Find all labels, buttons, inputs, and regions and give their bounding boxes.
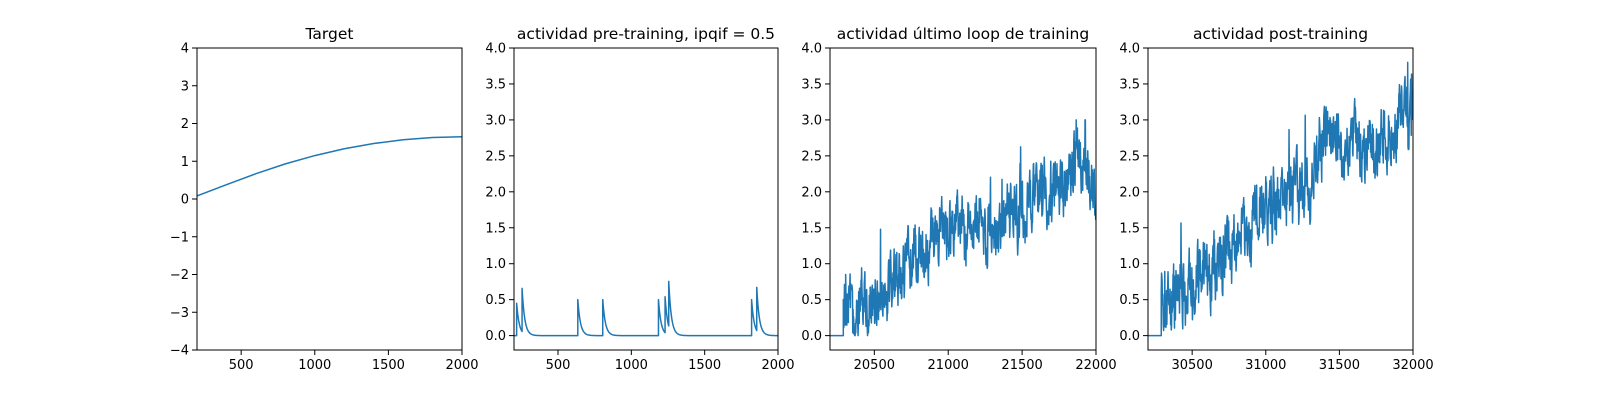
x-tick-label: 1500 — [372, 358, 405, 373]
y-tick-label: 1.0 — [485, 257, 506, 272]
y-tick-label: 0.5 — [1119, 293, 1140, 308]
plot-frame — [196, 47, 463, 351]
panel-post-training: actividad post-training 30500 31000 31500 3… — [1119, 25, 1433, 373]
panel-last-training-loop: actividad último loop de training 20500 2… — [801, 25, 1116, 373]
y-tick-label: 1.5 — [801, 221, 822, 236]
y-tick-label: −2 — [170, 268, 189, 283]
y-tick-label: 1.0 — [1119, 257, 1140, 272]
x-tick-label: 1500 — [688, 358, 721, 373]
y-tick-label: 0.0 — [485, 329, 506, 344]
x-tick-label: 32000 — [1392, 358, 1433, 373]
y-tick-label: 3.5 — [485, 77, 506, 92]
y-tick-label: 1.5 — [485, 221, 506, 236]
x-tick-label: 21500 — [1001, 358, 1042, 373]
x-tick-label: 20500 — [854, 358, 895, 373]
series-line — [830, 119, 1096, 337]
y-tick-label: 3.0 — [485, 113, 506, 128]
y-tick-label: 2.0 — [801, 185, 822, 200]
y-tick-label: 4.0 — [801, 42, 822, 57]
y-tick-label: 4.0 — [485, 42, 506, 57]
x-tick-label: 22000 — [1075, 358, 1116, 373]
plot-frame — [1147, 47, 1414, 351]
y-tick-label: −3 — [170, 306, 189, 321]
y-tick-label: −1 — [170, 230, 189, 245]
x-tick-label: 30500 — [1171, 358, 1212, 373]
y-tick-label: 0.5 — [801, 293, 822, 308]
y-tick-label: 0.0 — [801, 329, 822, 344]
series-line — [1148, 61, 1413, 337]
y-tick-label: 3.0 — [1119, 113, 1140, 128]
y-tick-label: 0.0 — [1119, 329, 1140, 344]
x-tick-label: 500 — [546, 358, 571, 373]
x-tick-label: 2000 — [445, 358, 478, 373]
x-tick-label: 31000 — [1245, 358, 1286, 373]
x-tick-label: 2000 — [761, 358, 794, 373]
x-tick-label: 1000 — [615, 358, 648, 373]
y-tick-label: 3.5 — [1119, 77, 1140, 92]
panel-target: Target 500 1000 1500 2000 −4 −3 −2 −1 0 1 2 3 4 — [170, 25, 479, 373]
y-tick-label: 4 — [181, 42, 189, 57]
y-tick-label: 1 — [181, 155, 189, 170]
y-tick-label: 2.5 — [1119, 149, 1140, 164]
y-tick-label: 1.0 — [801, 257, 822, 272]
y-tick-label: 2.0 — [1119, 185, 1140, 200]
y-tick-label: 3 — [181, 79, 189, 94]
y-tick-label: 2 — [181, 117, 189, 132]
y-tick-label: 2.5 — [485, 149, 506, 164]
panel-title: actividad pre-training, ipqif = 0.5 — [517, 25, 775, 43]
x-tick-label: 500 — [229, 358, 254, 373]
y-tick-label: 3.0 — [801, 113, 822, 128]
y-tick-label: 1.5 — [1119, 221, 1140, 236]
y-tick-label: 3.5 — [801, 77, 822, 92]
y-tick-label: 0 — [181, 193, 189, 208]
x-tick-label: 31500 — [1319, 358, 1360, 373]
x-tick-label: 21000 — [928, 358, 969, 373]
series-line — [514, 280, 778, 337]
panel-title: Target — [305, 25, 354, 43]
y-tick-label: 2.5 — [801, 149, 822, 164]
panel-pre-training: actividad pre-training, ipqif = 0.5 500 1… — [485, 25, 794, 373]
y-tick-label: 4.0 — [1119, 42, 1140, 57]
y-tick-label: 0.5 — [485, 293, 506, 308]
panel-title: actividad último loop de training — [837, 25, 1089, 43]
panel-title: actividad post-training — [1193, 25, 1368, 43]
y-tick-label: 2.0 — [485, 185, 506, 200]
series-line — [197, 135, 462, 197]
plot-frame — [829, 47, 1097, 351]
plot-frame — [513, 47, 779, 351]
y-tick-label: −4 — [170, 344, 189, 359]
x-tick-label: 1000 — [298, 358, 331, 373]
